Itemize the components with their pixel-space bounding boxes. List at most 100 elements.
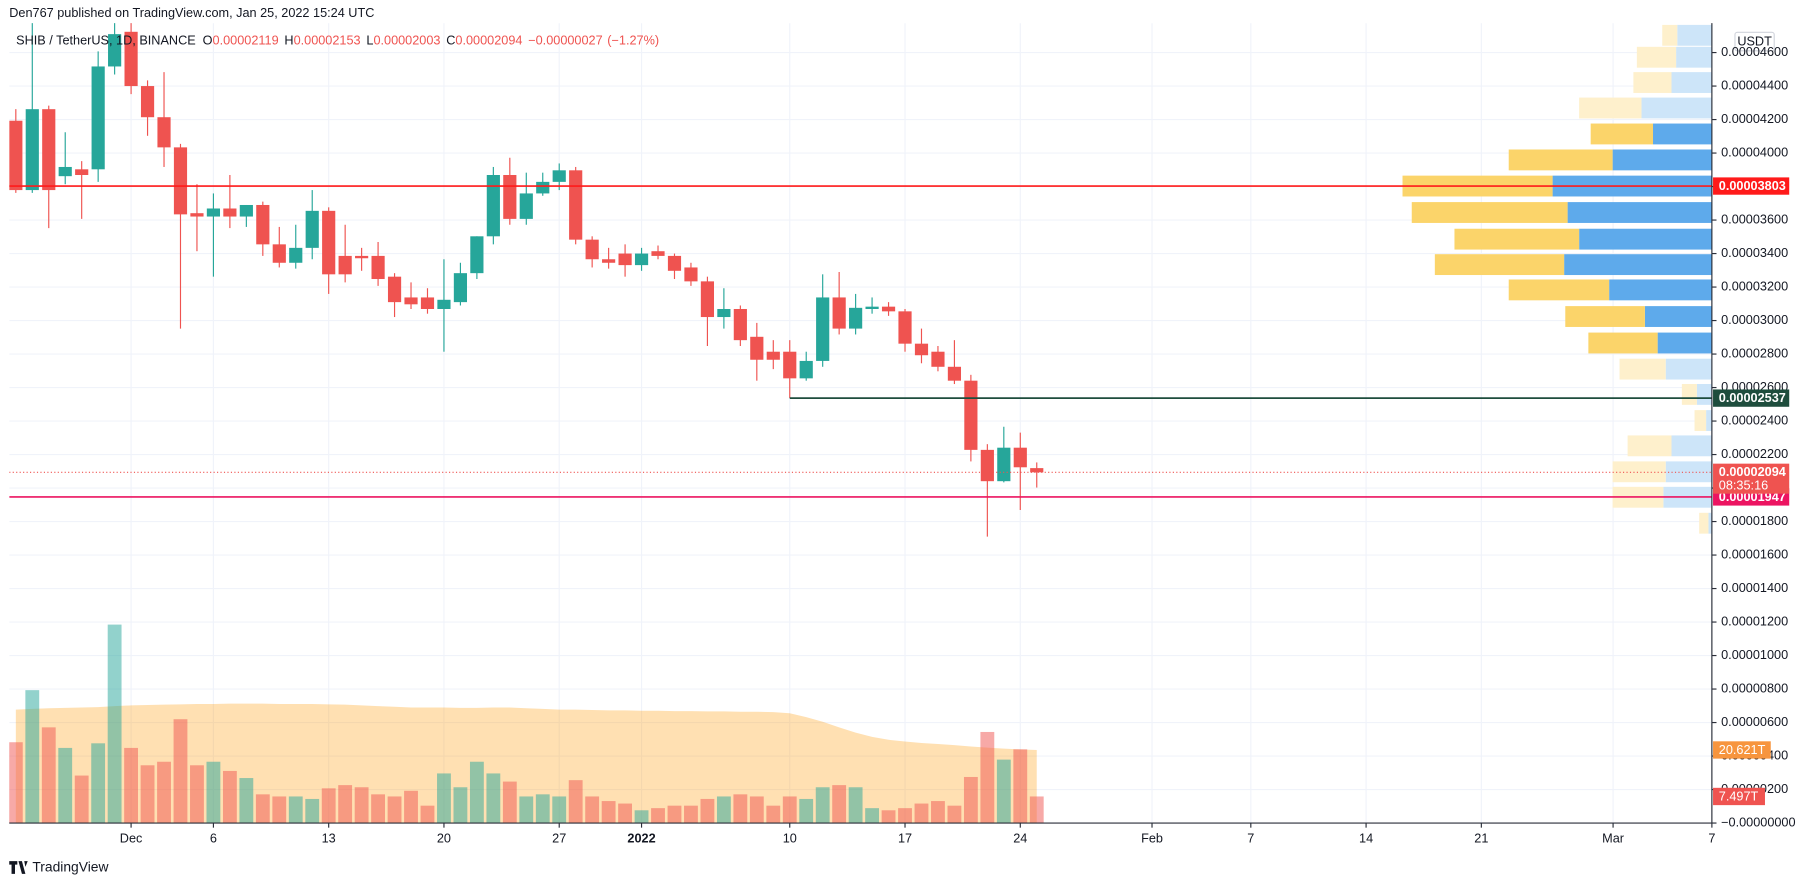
- candle-body: [766, 351, 780, 360]
- profile-up: [1708, 512, 1712, 534]
- volume-bar: [206, 761, 221, 824]
- volume-bar: [140, 765, 155, 824]
- y-tick-label: 0.00000600: [1721, 715, 1788, 729]
- x-tick-label: Feb: [1141, 832, 1163, 846]
- candle-body: [190, 213, 204, 217]
- volume-bar: [716, 796, 731, 824]
- level-label: 0.00002537: [1719, 391, 1786, 405]
- candle-body: [503, 175, 517, 219]
- profile-up: [1677, 24, 1712, 46]
- volume-bar: [931, 801, 945, 824]
- y-tick-label: 0.00003400: [1721, 246, 1788, 260]
- symbol: SHIB / TetherUS, 1D, BINANCE: [16, 34, 196, 48]
- y-tick-label: 0.00002800: [1721, 346, 1788, 360]
- profile-up: [1665, 358, 1712, 380]
- candle-body: [355, 255, 369, 259]
- volume-badge: [1713, 787, 1765, 806]
- volume-bar: [947, 805, 962, 824]
- profile-down: [1508, 149, 1613, 171]
- candle-body: [536, 181, 550, 194]
- volume-bar: [865, 808, 880, 824]
- unit[interactable]: USDT: [1737, 34, 1772, 48]
- volume-bar: [634, 810, 649, 824]
- profile-up: [1612, 149, 1712, 171]
- volume-bar: [651, 808, 665, 824]
- profile-up: [1641, 97, 1712, 119]
- level-badge: [1713, 389, 1790, 407]
- x-tick-label: 7: [1247, 832, 1254, 846]
- candle-body: [437, 299, 451, 309]
- profile-down: [1579, 97, 1642, 119]
- volume-bar: [437, 773, 451, 824]
- candle-body: [404, 297, 418, 305]
- volume-bar: [1013, 749, 1028, 824]
- candle-body: [322, 210, 336, 275]
- candle-body: [865, 306, 879, 309]
- volume-bar: [41, 727, 56, 824]
- volume-bar: [782, 796, 797, 824]
- volume-bar: [305, 798, 320, 824]
- candle-body: [470, 236, 484, 274]
- candle-body: [602, 259, 616, 263]
- profile-up: [1671, 435, 1712, 457]
- profile-down: [1636, 46, 1677, 68]
- candle-body: [947, 366, 962, 381]
- y-tick-label: 0.00000800: [1721, 681, 1788, 695]
- candle-body: [420, 297, 435, 309]
- volume-bar: [173, 719, 188, 824]
- profile-up: [1676, 46, 1712, 68]
- candle-body: [58, 166, 72, 177]
- profile-down: [1590, 123, 1654, 145]
- y-tick-label: 0.00001000: [1721, 648, 1788, 662]
- candle-body: [667, 255, 682, 271]
- profile-up: [1564, 254, 1712, 276]
- volume-bar: [371, 794, 386, 824]
- volume-bar: [239, 778, 254, 824]
- x-tick-label: 24: [1013, 832, 1027, 846]
- volume-ma-label: 20.621T: [1719, 743, 1766, 757]
- x-tick-label: 27: [552, 832, 566, 846]
- candle-body: [25, 109, 39, 191]
- volume-bar: [749, 796, 764, 824]
- change: −0.00000027: [528, 34, 602, 48]
- y-tick-label: 0.00004200: [1721, 112, 1788, 126]
- candle-body: [453, 273, 468, 303]
- candle-body: [371, 255, 385, 280]
- candle-body: [569, 170, 583, 240]
- profile-down: [1699, 512, 1709, 534]
- candle-body: [552, 170, 566, 182]
- x-tick-label: 6: [210, 832, 217, 846]
- candle-body: [42, 109, 56, 191]
- candle-body: [289, 247, 303, 263]
- candle-body: [124, 31, 138, 87]
- level-label: 0.00003803: [1719, 179, 1786, 193]
- x-tick-label: 21: [1474, 832, 1488, 846]
- candle-body: [914, 343, 929, 356]
- volume-bar: [799, 798, 814, 824]
- candle-body: [750, 336, 764, 360]
- volume-bar: [585, 796, 600, 824]
- y-tick-label: 0.00003000: [1721, 313, 1788, 327]
- unit-box[interactable]: [1734, 31, 1775, 52]
- y-tick-label: 0.00001200: [1721, 614, 1788, 628]
- candle-body: [980, 449, 994, 482]
- y-tick-label: 0.00004000: [1721, 145, 1788, 159]
- y-tick-label: 0.00001400: [1721, 581, 1788, 595]
- volume-bar: [881, 810, 896, 824]
- candle-body: [256, 204, 270, 245]
- volume-bar: [404, 790, 418, 824]
- volume-bar: [288, 796, 303, 824]
- ohlc-label: C: [446, 34, 455, 48]
- candle-body: [733, 308, 747, 341]
- volume-bar: [832, 785, 847, 824]
- candle-body: [634, 253, 649, 266]
- profile-up: [1644, 306, 1712, 327]
- plot-area: [9, 23, 1712, 824]
- volume-ma-area: [15, 703, 1037, 824]
- volume-bar: [420, 805, 435, 824]
- price-badge: [1713, 463, 1790, 494]
- y-tick-label: 0.00002400: [1721, 413, 1788, 427]
- volume-bar: [848, 787, 863, 824]
- volume-bar: [519, 796, 534, 824]
- candle-body: [783, 351, 797, 379]
